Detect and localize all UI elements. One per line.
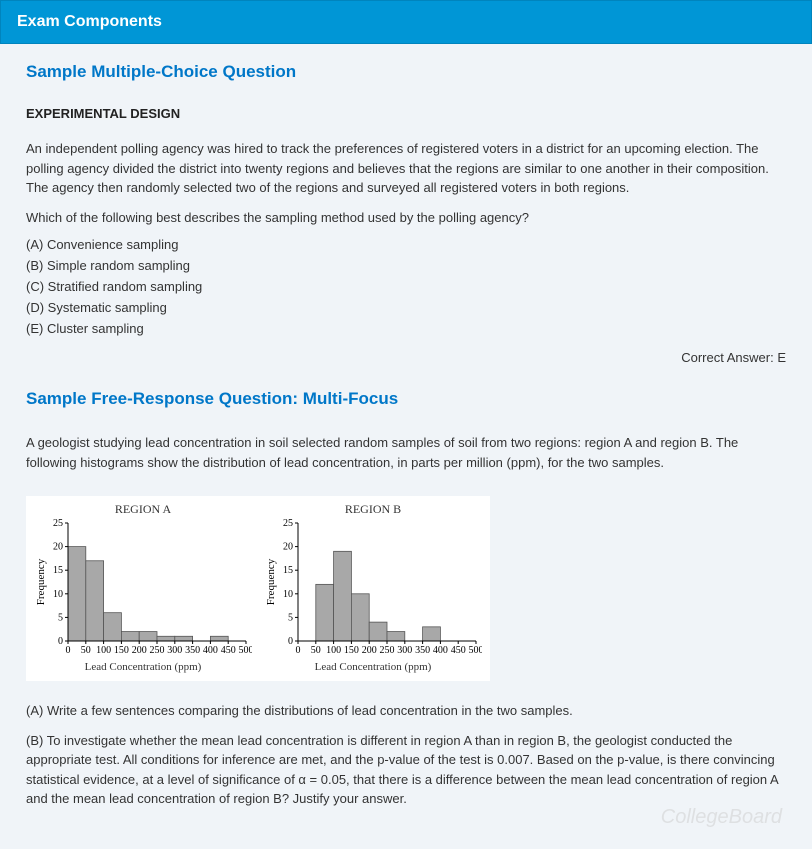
svg-text:50: 50 bbox=[311, 645, 321, 656]
svg-text:350: 350 bbox=[185, 645, 200, 656]
svg-text:300: 300 bbox=[167, 645, 182, 656]
chart-b-xlabel: Lead Concentration (ppm) bbox=[264, 661, 482, 673]
chart-a-title: REGION A bbox=[34, 502, 252, 517]
svg-text:0: 0 bbox=[66, 645, 71, 656]
svg-text:500: 500 bbox=[469, 645, 483, 656]
chart-a-xlabel: Lead Concentration (ppm) bbox=[34, 661, 252, 673]
svg-text:15: 15 bbox=[283, 565, 293, 576]
svg-text:15: 15 bbox=[53, 565, 63, 576]
svg-text:350: 350 bbox=[415, 645, 430, 656]
svg-text:25: 25 bbox=[283, 519, 293, 529]
svg-text:100: 100 bbox=[96, 645, 111, 656]
header-title: Exam Components bbox=[17, 13, 162, 30]
chart-b-title: REGION B bbox=[264, 502, 482, 517]
svg-text:10: 10 bbox=[283, 589, 293, 600]
svg-text:500: 500 bbox=[239, 645, 253, 656]
svg-text:400: 400 bbox=[433, 645, 448, 656]
histogram-pair: REGION A 0510152025050100150200250300350… bbox=[26, 496, 490, 681]
svg-text:250: 250 bbox=[380, 645, 395, 656]
svg-text:100: 100 bbox=[326, 645, 341, 656]
svg-text:5: 5 bbox=[58, 612, 63, 623]
mc-passage: An independent polling agency was hired … bbox=[26, 139, 786, 198]
chart-region-a: REGION A 0510152025050100150200250300350… bbox=[34, 502, 252, 673]
svg-text:Frequency: Frequency bbox=[265, 558, 277, 605]
svg-text:300: 300 bbox=[397, 645, 412, 656]
content-area: Sample Multiple-Choice Question EXPERIME… bbox=[0, 44, 812, 849]
svg-text:400: 400 bbox=[203, 645, 218, 656]
svg-text:0: 0 bbox=[288, 636, 293, 647]
svg-text:450: 450 bbox=[451, 645, 466, 656]
mc-question: Which of the following best describes th… bbox=[26, 208, 786, 228]
frq-intro: A geologist studying lead concentration … bbox=[26, 433, 786, 472]
mc-section-title: Sample Multiple-Choice Question bbox=[26, 62, 786, 82]
mc-design-label: EXPERIMENTAL DESIGN bbox=[26, 106, 786, 121]
mc-answer: Correct Answer: E bbox=[26, 350, 786, 365]
svg-text:25: 25 bbox=[53, 519, 63, 529]
svg-text:Frequency: Frequency bbox=[35, 558, 47, 605]
svg-text:10: 10 bbox=[53, 589, 63, 600]
svg-text:20: 20 bbox=[283, 542, 293, 553]
svg-text:5: 5 bbox=[288, 612, 293, 623]
frq-part-b: (B) To investigate whether the mean lead… bbox=[26, 731, 786, 809]
frq-section-title: Sample Free-Response Question: Multi-Foc… bbox=[26, 389, 786, 409]
svg-text:0: 0 bbox=[296, 645, 301, 656]
mc-option-c: (C) Stratified random sampling bbox=[26, 279, 786, 294]
svg-text:250: 250 bbox=[150, 645, 165, 656]
chart-a-svg: 0510152025050100150200250300350400450500… bbox=[34, 519, 252, 659]
frq-part-a: (A) Write a few sentences comparing the … bbox=[26, 701, 786, 721]
svg-text:0: 0 bbox=[58, 636, 63, 647]
chart-region-b: REGION B 0510152025050100150200250300350… bbox=[264, 502, 482, 673]
chart-b-svg: 0510152025050100150200250300350400450500… bbox=[264, 519, 482, 659]
svg-text:200: 200 bbox=[132, 645, 147, 656]
mc-option-d: (D) Systematic sampling bbox=[26, 300, 786, 315]
svg-text:150: 150 bbox=[344, 645, 359, 656]
svg-text:200: 200 bbox=[362, 645, 377, 656]
svg-text:150: 150 bbox=[114, 645, 129, 656]
mc-option-b: (B) Simple random sampling bbox=[26, 258, 786, 273]
mc-option-e: (E) Cluster sampling bbox=[26, 321, 786, 336]
svg-text:450: 450 bbox=[221, 645, 236, 656]
svg-text:50: 50 bbox=[81, 645, 91, 656]
mc-option-a: (A) Convenience sampling bbox=[26, 237, 786, 252]
header-bar: Exam Components bbox=[0, 0, 812, 44]
svg-text:20: 20 bbox=[53, 542, 63, 553]
